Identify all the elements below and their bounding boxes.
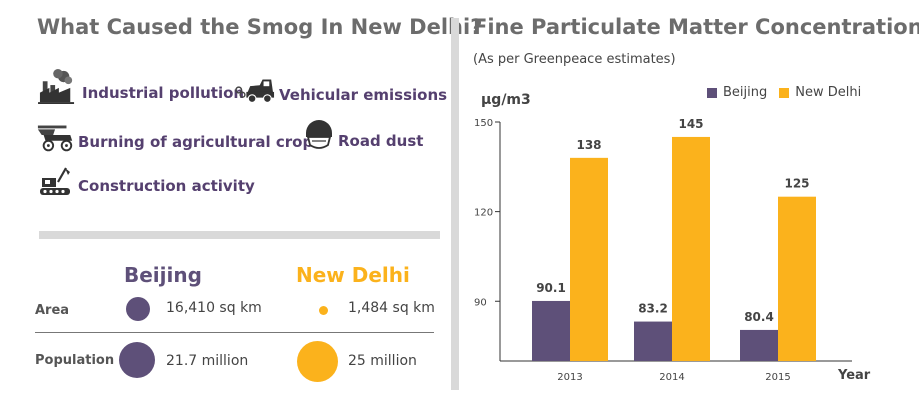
y-tick-label: 90 — [474, 297, 487, 308]
legend-label-beijing: Beijing — [723, 85, 768, 100]
cause-vehicular-emissions: Vehicular emissions — [233, 72, 447, 108]
x-tick-label: 2015 — [765, 372, 790, 383]
data-label: 138 — [576, 138, 601, 152]
y-tick-label: 120 — [474, 208, 493, 219]
cause-label: Burning of agricultural crops — [78, 133, 323, 151]
cause-label: Road dust — [338, 132, 424, 150]
cause-road-dust: Road dust — [303, 118, 423, 154]
x-axis-label: Year — [837, 368, 871, 383]
city-head-new-delhi: New Delhi — [296, 263, 410, 287]
left-title: What Caused the Smog In New Delhi? — [37, 15, 483, 39]
cause-label: Industrial pollution — [82, 84, 245, 102]
delhi-population-value: 25 million — [348, 353, 417, 369]
bar-beijing-2013 — [532, 300, 570, 361]
beijing-population-dot — [119, 342, 155, 378]
bar-beijing-2014 — [634, 321, 672, 361]
bar-beijing-2015 — [740, 329, 778, 361]
tractor-icon — [36, 118, 76, 154]
chart-legend: Beijing New Delhi — [707, 85, 861, 100]
legend-swatch-beijing — [707, 87, 717, 98]
cause-burning-crops: Burning of agricultural crops — [36, 118, 322, 154]
bar-new-delhi-2014 — [672, 136, 710, 361]
data-label: 125 — [784, 177, 809, 191]
excavator-icon — [38, 162, 74, 198]
data-label: 90.1 — [536, 281, 566, 295]
cause-construction-activity: Construction activity — [38, 162, 255, 198]
bar-new-delhi-2015 — [778, 196, 816, 361]
bar-new-delhi-2013 — [570, 157, 608, 361]
left-divider — [39, 231, 440, 239]
x-tick-label: 2013 — [557, 372, 582, 383]
data-label: 83.2 — [638, 302, 668, 316]
delhi-population-dot — [297, 341, 338, 382]
population-label: Population — [35, 353, 115, 368]
city-head-beijing: Beijing — [124, 263, 202, 287]
cause-industrial-pollution: Industrial pollution — [38, 68, 244, 104]
legend-label-new-delhi: New Delhi — [795, 85, 862, 100]
cause-label: Construction activity — [78, 177, 255, 195]
data-label: 80.4 — [744, 310, 774, 324]
x-tick-label: 2014 — [659, 372, 684, 383]
beijing-population-value: 21.7 million — [166, 353, 249, 369]
compare-row-divider — [35, 332, 434, 333]
factory-icon — [38, 68, 76, 104]
delhi-area-dot — [319, 306, 328, 315]
area-label: Area — [35, 303, 70, 318]
vertical-divider — [451, 18, 459, 390]
beijing-area-dot — [126, 297, 150, 321]
beijing-area-value: 16,410 sq km — [166, 300, 262, 316]
delhi-area-value: 1,484 sq km — [348, 300, 435, 316]
cause-label: Vehicular emissions — [279, 86, 448, 104]
data-label: 145 — [678, 117, 703, 131]
y-axis-unit: µg/m3 — [481, 92, 531, 108]
chart-title: Fine Particulate Matter Concentrations — [473, 15, 919, 39]
legend-swatch-new-delhi — [779, 87, 790, 98]
car-icon — [233, 72, 275, 108]
dust-mask-icon — [303, 118, 335, 154]
chart-subtitle: (As per Greenpeace estimates) — [473, 52, 676, 67]
y-tick-label: 150 — [474, 118, 493, 129]
